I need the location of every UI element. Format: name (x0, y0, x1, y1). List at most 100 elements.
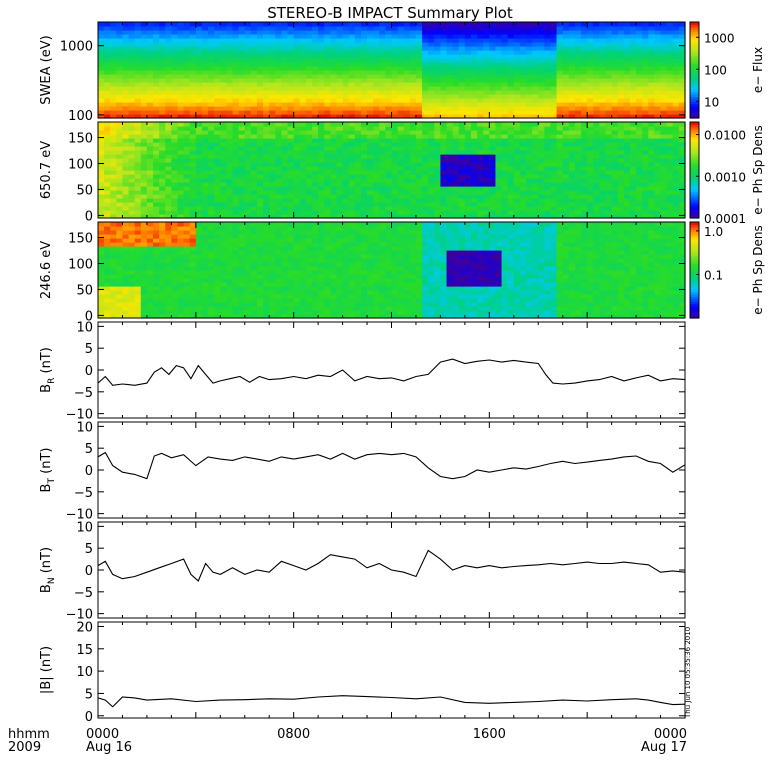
heatmap-cell (636, 98, 643, 103)
heatmap-cell (477, 106, 484, 111)
y-tick-label: 150 (68, 132, 93, 147)
heatmap-cell (636, 30, 643, 35)
heatmap-cell (642, 122, 649, 127)
heatmap-cell (367, 74, 374, 79)
heatmap-cell (403, 22, 411, 27)
heatmap-cell (654, 78, 662, 83)
heatmap-cell (415, 38, 423, 43)
heatmap-cell (428, 170, 435, 175)
heatmap-cell (153, 198, 160, 203)
heatmap-cell (629, 134, 637, 139)
colorbar-swatch (690, 31, 699, 35)
heatmap-cell (611, 206, 619, 211)
heatmap-cell (519, 30, 527, 35)
heatmap-cell (367, 194, 374, 199)
heatmap-cell (483, 186, 490, 191)
heatmap-cell (318, 106, 325, 111)
heatmap-cell (342, 74, 350, 79)
heatmap-cell (256, 38, 264, 43)
heatmap-cell (318, 30, 325, 35)
heatmap-cell (434, 74, 442, 79)
heatmap-cell (238, 86, 246, 91)
heatmap-cell (574, 174, 582, 179)
heatmap-cell (581, 198, 588, 203)
heatmap-cell (312, 86, 319, 91)
heatmap-cell (312, 150, 319, 155)
heatmap-cell (403, 142, 411, 147)
heatmap-cell (128, 162, 136, 167)
heatmap-cell (379, 46, 386, 51)
heatmap-cell (98, 294, 105, 299)
heatmap-cell (409, 30, 417, 35)
heatmap-cell (299, 214, 307, 219)
heatmap-cell (513, 130, 521, 135)
heatmap-cell (532, 110, 539, 115)
heatmap-cell (146, 90, 154, 95)
heatmap-cell (159, 86, 166, 91)
heatmap-cell (385, 134, 393, 139)
heatmap-cell (354, 166, 362, 171)
heatmap-cell (574, 154, 582, 159)
heatmap-cell (293, 74, 301, 79)
heatmap-cell (629, 70, 637, 75)
heatmap-cell (244, 126, 252, 131)
heatmap-cell (562, 66, 570, 71)
heatmap-cell (464, 126, 472, 131)
heatmap-cell (636, 130, 643, 135)
heatmap-cell (415, 186, 423, 191)
heatmap-cell (617, 74, 625, 79)
heatmap-cell (617, 106, 625, 111)
heatmap-cell (238, 90, 246, 95)
heatmap-cell (244, 114, 252, 119)
heatmap-cell (611, 78, 619, 83)
heatmap-cell (336, 102, 344, 107)
heatmap-cell (397, 66, 405, 71)
heatmap-cell (122, 270, 130, 275)
heatmap-cell (391, 114, 399, 119)
heatmap-cell (116, 182, 124, 187)
heatmap-cell (324, 50, 331, 55)
heatmap-cell (599, 74, 607, 79)
heatmap-cell (507, 206, 515, 211)
heatmap-cell (513, 202, 521, 207)
heatmap-cell (342, 178, 350, 183)
heatmap-cell (354, 146, 362, 151)
heatmap-cell (556, 186, 564, 191)
heatmap-cell (299, 38, 307, 43)
heatmap-cell (208, 114, 215, 119)
heatmap-cell (538, 34, 545, 39)
heatmap-cell (244, 138, 252, 143)
heatmap-cell (648, 62, 656, 67)
heatmap-cell (208, 214, 215, 219)
heatmap-cell (153, 106, 160, 111)
heatmap-cell (642, 130, 649, 135)
heatmap-cell (568, 194, 576, 199)
heatmap-cell (263, 38, 270, 43)
heatmap-cell (171, 190, 179, 195)
heatmap-cell (373, 90, 380, 95)
heatmap-cell (672, 50, 680, 55)
heatmap-cell (165, 70, 172, 75)
heatmap-cell (354, 150, 362, 155)
heatmap-cell (281, 26, 289, 31)
heatmap-cell (483, 98, 490, 103)
heatmap-cell (318, 78, 325, 83)
heatmap-cell (464, 54, 472, 59)
heatmap-cell (128, 202, 136, 207)
heatmap-cell (250, 102, 258, 107)
heatmap-cell (110, 242, 117, 247)
heatmap-cell (134, 22, 142, 27)
heatmap-cell (183, 198, 191, 203)
heatmap-cell (550, 170, 558, 175)
heatmap-cell (214, 190, 221, 195)
heatmap-cell (599, 94, 607, 99)
heatmap-cell (599, 106, 607, 111)
heatmap-cell (275, 190, 283, 195)
heatmap-cell (415, 62, 423, 67)
heatmap-cell (587, 78, 594, 83)
heatmap-cell (678, 58, 686, 63)
heatmap-cell (458, 154, 466, 159)
heatmap-cell (397, 190, 405, 195)
heatmap-cell (660, 154, 668, 159)
heatmap-cell (293, 194, 301, 199)
